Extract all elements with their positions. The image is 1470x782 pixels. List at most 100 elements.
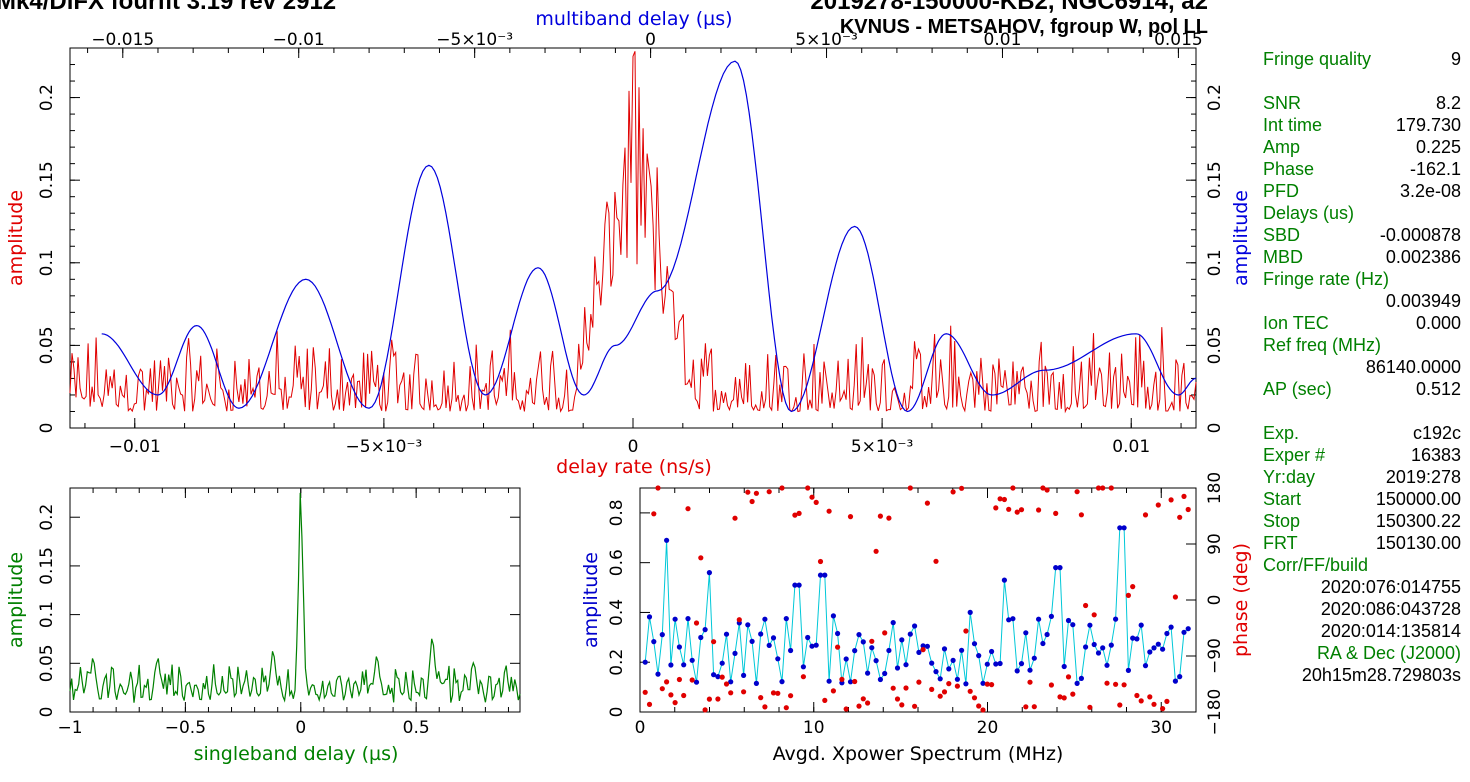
amplitude-point <box>865 670 871 676</box>
phase-point <box>681 692 687 699</box>
stat-label: Int time <box>1263 115 1323 135</box>
amplitude-point <box>775 656 781 662</box>
y-tick-label: 0.2 <box>37 504 57 531</box>
amplitude-point <box>693 679 700 685</box>
phase-point <box>984 681 990 687</box>
phase-point <box>702 707 708 713</box>
phase-point <box>1061 695 1067 701</box>
amplitude-point <box>852 648 858 654</box>
y-tick-label: 0.2 <box>1205 84 1225 111</box>
phase-point <box>723 681 730 687</box>
phase-point <box>1134 692 1140 699</box>
y-axis-label-right: amplitude <box>1230 190 1252 286</box>
stat-value: 9 <box>1450 49 1461 69</box>
x-tick-label-top: 5×10⁻³ <box>795 30 857 50</box>
phase-point <box>929 686 935 693</box>
start-row: Start 150000.00 <box>1227 488 1465 510</box>
amplitude-point <box>1117 525 1123 531</box>
amplitude-point <box>1014 668 1020 674</box>
phase-tick-label: 180 <box>1205 472 1225 504</box>
amplitude-point <box>788 647 794 654</box>
y-tick-label: 0 <box>1205 423 1225 434</box>
phase-point <box>950 489 956 495</box>
phase-point <box>809 494 815 500</box>
ff-date-row: 2020:086:043728 <box>1227 598 1465 620</box>
phase-point <box>659 686 665 692</box>
stat-label: Delays (us) <box>1263 203 1355 223</box>
amplitude-point <box>1177 674 1183 680</box>
y-tick-label: 0.05 <box>1205 326 1225 364</box>
phase-point <box>852 678 858 685</box>
phase-point <box>1078 512 1084 518</box>
phase-point <box>920 647 926 653</box>
amplitude-point <box>779 679 785 685</box>
phase-point <box>907 485 913 491</box>
amplitude-point <box>1044 631 1050 638</box>
phase-point <box>1070 691 1076 697</box>
stat-value: c192c <box>1412 423 1461 443</box>
amplitude-point <box>1104 662 1110 668</box>
amplitude-point <box>1095 650 1102 656</box>
amplitude-point <box>817 572 824 578</box>
phase-point <box>830 688 837 694</box>
amplitude-point <box>976 653 982 659</box>
amplitude-point <box>796 582 802 588</box>
stat-value: 86140.0000 <box>1365 357 1461 377</box>
stat-value: 150300.22 <box>1375 511 1461 531</box>
phase-point <box>1147 694 1153 700</box>
phase-point <box>685 506 691 512</box>
phase-point <box>1100 485 1106 491</box>
phase-point <box>1053 510 1059 516</box>
phase-point <box>1121 682 1127 688</box>
stat-label: AP (sec) <box>1263 379 1332 399</box>
x-tick-label-top: −5×10⁻³ <box>436 30 513 50</box>
stat-label: Amp <box>1263 137 1301 157</box>
phase-row: Phase -162.1 <box>1227 158 1465 180</box>
y-tick-label: 0 <box>37 423 57 434</box>
phase-point <box>1185 506 1191 513</box>
amplitude-point <box>822 572 828 578</box>
phase-point <box>689 677 695 683</box>
amplitude-point <box>1018 661 1025 667</box>
y-tick-label: 0 <box>607 707 627 718</box>
phase-point <box>1014 509 1020 515</box>
amplitude-point <box>1147 649 1153 655</box>
amplitude-point <box>1083 644 1089 650</box>
y-tick-label: 0.05 <box>37 644 57 682</box>
stat-value: 0.003949 <box>1385 291 1461 311</box>
phase-point <box>1006 506 1012 512</box>
stat-value: 20h15m28.729803s <box>1301 665 1461 685</box>
stat-label: Fringe rate (Hz) <box>1263 269 1390 289</box>
amplitude-point <box>1125 667 1131 674</box>
phase-point <box>1044 487 1050 493</box>
amplitude-point <box>792 582 798 588</box>
amplitude-point <box>1138 622 1144 628</box>
phase-tick-label: −180 <box>1205 689 1225 736</box>
phase-point <box>963 628 969 634</box>
stat-label: Ion TEC <box>1263 313 1329 333</box>
stat-value: 150130.00 <box>1375 533 1461 553</box>
phase-point <box>946 681 952 687</box>
phase-point <box>732 515 738 521</box>
amplitude-point <box>950 657 956 664</box>
x-tick-label: −1 <box>57 718 82 738</box>
stat-label: Phase <box>1263 159 1315 179</box>
y-tick-label: 0.1 <box>37 601 57 628</box>
x-tick-label: 0.5 <box>403 718 430 738</box>
amplitude-point <box>753 680 760 687</box>
amplitude-point <box>681 662 687 668</box>
phase-point <box>698 555 704 561</box>
phase-point <box>1177 514 1183 520</box>
amplitude-point <box>1164 630 1170 637</box>
x-tick-label: 0 <box>635 718 646 738</box>
stat-label: Yr:day <box>1263 467 1316 487</box>
phase-point <box>1083 602 1089 609</box>
amplitude-point <box>664 537 670 543</box>
amplitude-point <box>1006 617 1012 623</box>
stat-value: 2019:278 <box>1385 467 1461 487</box>
phase-point <box>971 695 978 701</box>
phase-point <box>886 515 892 521</box>
amplitude-point <box>1100 645 1106 651</box>
build-date-row: 2020:014:135814 <box>1227 620 1465 642</box>
